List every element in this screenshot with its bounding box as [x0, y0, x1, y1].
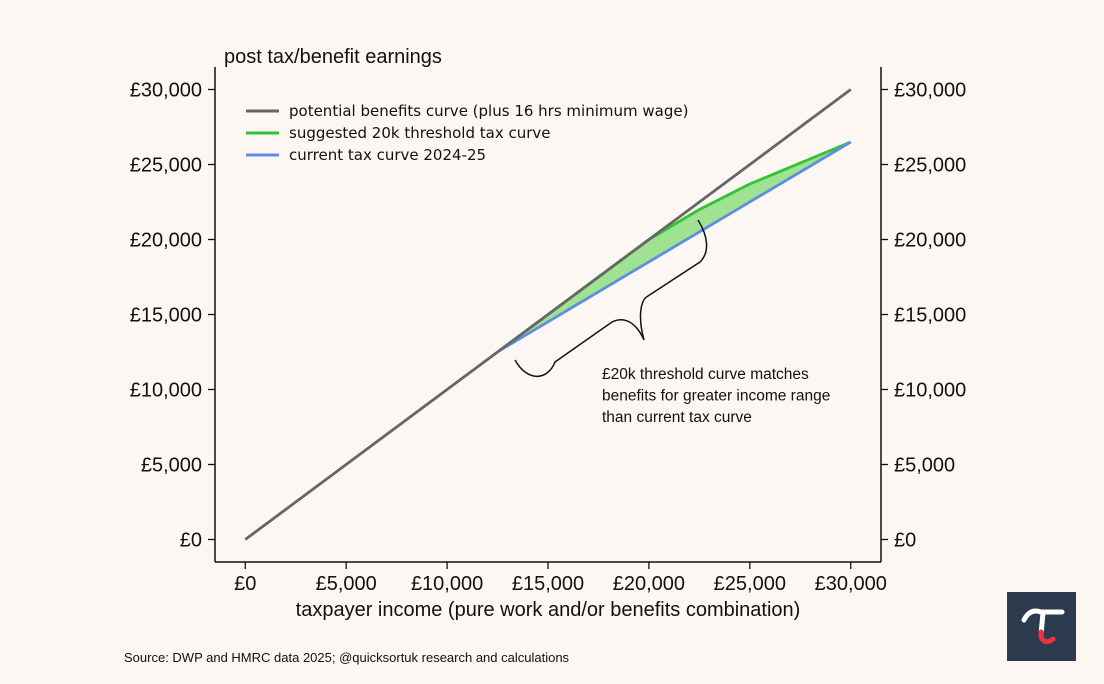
- source-note: Source: DWP and HMRC data 2025; @quickso…: [124, 650, 570, 665]
- x-axis-label: taxpayer income (pure work and/or benefi…: [296, 599, 801, 621]
- y-tick-label-right: £15,000: [894, 305, 966, 327]
- legend-label: suggested 20k threshold tax curve: [289, 124, 551, 142]
- x-tick-label: £25,000: [714, 573, 786, 595]
- x-tick-label: £30,000: [815, 573, 887, 595]
- annotation-line: £20k threshold curve matches: [602, 366, 809, 383]
- legend-label: potential benefits curve (plus 16 hrs mi…: [289, 102, 688, 120]
- y-tick-label-left: £5,000: [141, 455, 202, 477]
- chart-title: post tax/benefit earnings: [224, 46, 442, 68]
- annotation-line: than current tax curve: [602, 409, 752, 426]
- y-tick-label-left: £15,000: [130, 305, 202, 327]
- x-tick-label: £0: [234, 573, 256, 595]
- series-line-2: [498, 140, 852, 353]
- x-tick-label: £10,000: [411, 573, 483, 595]
- y-tick-label-right: £20,000: [894, 230, 966, 252]
- y-tick-label-right: £5,000: [894, 455, 955, 477]
- y-tick-label-right: £0: [894, 530, 916, 552]
- brand-logo: [1007, 592, 1076, 661]
- y-tick-label-right: £10,000: [894, 380, 966, 402]
- x-tick-label: £5,000: [316, 573, 377, 595]
- y-tick-label-right: £25,000: [894, 155, 966, 177]
- x-tick-label: £20,000: [613, 573, 685, 595]
- legend-label: current tax curve 2024-25: [289, 146, 486, 164]
- tau-logo-icon: [1021, 608, 1065, 645]
- y-tick-label-left: £10,000: [130, 380, 202, 402]
- y-tick-label-left: £0: [180, 530, 202, 552]
- annotation-line: benefits for greater income range: [602, 388, 830, 405]
- x-tick-label: £15,000: [512, 573, 584, 595]
- y-tick-label-left: £25,000: [130, 155, 202, 177]
- annotation-brace: [514, 219, 708, 377]
- annotation-text: £20k threshold curve matches benefits for…: [602, 366, 830, 426]
- y-tick-label-right: £30,000: [894, 80, 966, 102]
- y-tick-label-left: £20,000: [130, 230, 202, 252]
- series-line-0: [244, 88, 852, 541]
- y-tick-label-left: £30,000: [130, 80, 202, 102]
